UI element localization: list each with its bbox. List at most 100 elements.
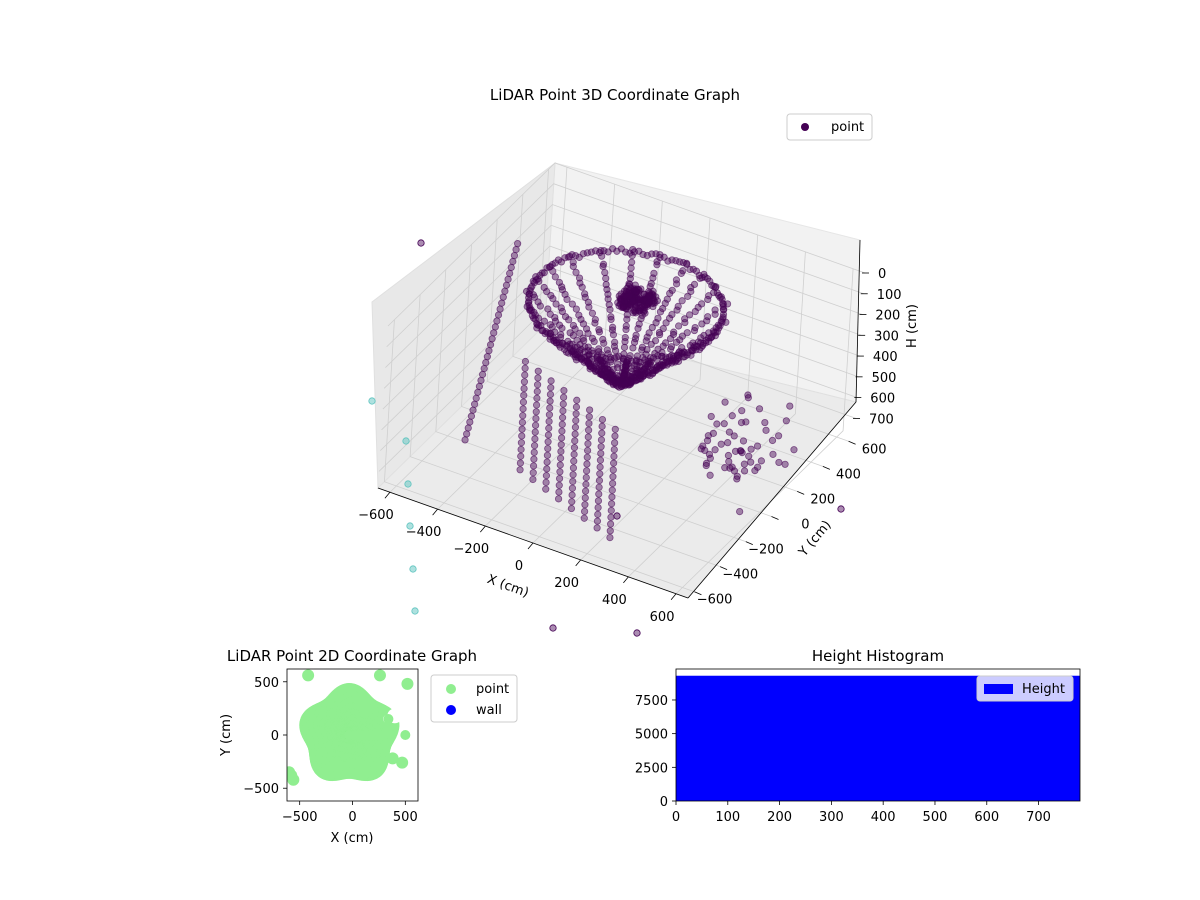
point-3d bbox=[747, 458, 755, 466]
point-3d bbox=[725, 457, 733, 466]
point-3d-outlier bbox=[402, 437, 410, 445]
point-3d bbox=[595, 348, 603, 356]
point-3d bbox=[560, 393, 568, 401]
point-3d bbox=[630, 285, 639, 293]
point-3d bbox=[518, 418, 527, 427]
point-3d bbox=[556, 333, 565, 342]
grid-line bbox=[383, 224, 862, 389]
grid-line bbox=[384, 319, 695, 593]
point-3d bbox=[757, 457, 765, 465]
x-tick-label: 400 bbox=[602, 593, 627, 608]
point-2d bbox=[401, 677, 414, 690]
histogram-frame bbox=[675, 668, 1081, 802]
x-tick bbox=[384, 491, 391, 499]
point-3d bbox=[607, 506, 615, 515]
point-3d bbox=[675, 322, 683, 330]
point-3d bbox=[517, 439, 526, 447]
point-3d bbox=[622, 325, 630, 334]
point-3d bbox=[579, 320, 588, 328]
point-3d bbox=[594, 510, 602, 518]
point-3d bbox=[491, 323, 499, 331]
point-3d bbox=[529, 475, 537, 484]
point-3d bbox=[546, 404, 554, 412]
point-3d bbox=[595, 483, 603, 491]
point-3d bbox=[581, 501, 589, 509]
x-tick-label-hist: 700 bbox=[1026, 810, 1051, 825]
point-3d bbox=[572, 403, 581, 411]
point-3d bbox=[544, 438, 552, 446]
point-2d bbox=[396, 756, 409, 769]
point-3d bbox=[551, 273, 559, 281]
point-3d bbox=[595, 490, 603, 498]
point-2d bbox=[383, 714, 394, 725]
point-3d bbox=[556, 454, 565, 462]
point-3d bbox=[744, 394, 752, 402]
point-3d bbox=[588, 309, 597, 317]
point-3d bbox=[529, 469, 537, 477]
x-tick-label-2d: 500 bbox=[393, 810, 418, 825]
point-3d bbox=[556, 343, 564, 351]
point-3d bbox=[532, 408, 540, 416]
point-3d bbox=[558, 414, 567, 422]
point-3d bbox=[609, 473, 617, 481]
z-tick-label: 100 bbox=[877, 288, 902, 303]
point-3d bbox=[496, 305, 504, 313]
point-3d bbox=[598, 252, 606, 260]
point-3d bbox=[477, 376, 485, 385]
ticks-3d: −600−400−2000200400600−600−400−200020040… bbox=[358, 267, 901, 625]
point-3d bbox=[546, 390, 555, 399]
legend-2d-marker-point bbox=[446, 684, 456, 694]
point-3d bbox=[606, 527, 614, 535]
point-3d bbox=[668, 359, 676, 367]
point-3d bbox=[613, 247, 621, 255]
point-3d bbox=[543, 465, 551, 473]
point-3d bbox=[530, 448, 538, 457]
point-3d bbox=[706, 471, 714, 479]
point-3d bbox=[571, 437, 579, 445]
point-3d bbox=[598, 358, 607, 367]
point-3d bbox=[595, 328, 604, 336]
y-tick bbox=[745, 541, 753, 545]
point-3d bbox=[711, 310, 719, 318]
point-3d bbox=[558, 307, 566, 316]
point-3d bbox=[478, 370, 487, 379]
point-3d bbox=[532, 414, 540, 423]
point-3d bbox=[648, 323, 656, 332]
x-tick-label: −600 bbox=[358, 508, 394, 523]
point-3d bbox=[684, 292, 692, 300]
point-3d bbox=[630, 338, 639, 346]
point-3d bbox=[558, 324, 566, 332]
point-3d bbox=[581, 487, 590, 495]
point-3d bbox=[728, 412, 736, 420]
point-3d bbox=[633, 629, 641, 637]
point-3d bbox=[534, 314, 543, 322]
point-3d bbox=[634, 324, 642, 333]
point-3d bbox=[606, 306, 614, 314]
point-3d bbox=[769, 450, 777, 458]
point-3d bbox=[739, 437, 748, 445]
y-axis-label-2d: Y (cm) bbox=[219, 714, 234, 757]
point-3d bbox=[786, 402, 794, 410]
point-3d bbox=[782, 417, 790, 425]
legend-2d-label-wall: wall bbox=[476, 703, 502, 718]
point-3d bbox=[546, 397, 554, 405]
point-3d bbox=[663, 295, 671, 303]
point-3d bbox=[617, 298, 625, 306]
point-3d bbox=[542, 485, 550, 493]
point-3d bbox=[695, 346, 704, 354]
point-3d bbox=[594, 503, 602, 512]
plot-2d: LiDAR Point 2D Coordinate Graph −500 0 500… bbox=[219, 647, 518, 846]
point-3d bbox=[560, 386, 568, 395]
point-3d bbox=[521, 371, 529, 379]
point-3d bbox=[570, 450, 578, 458]
point-2d bbox=[379, 730, 390, 740]
point-3d bbox=[652, 319, 660, 327]
x-tick-label: −400 bbox=[406, 525, 442, 540]
point-3d bbox=[466, 418, 474, 426]
legend-2d-label-point: point bbox=[476, 682, 509, 697]
point-3d bbox=[516, 459, 525, 467]
point-3d bbox=[775, 458, 783, 467]
point-3d bbox=[597, 436, 606, 444]
point-3d bbox=[596, 470, 604, 478]
